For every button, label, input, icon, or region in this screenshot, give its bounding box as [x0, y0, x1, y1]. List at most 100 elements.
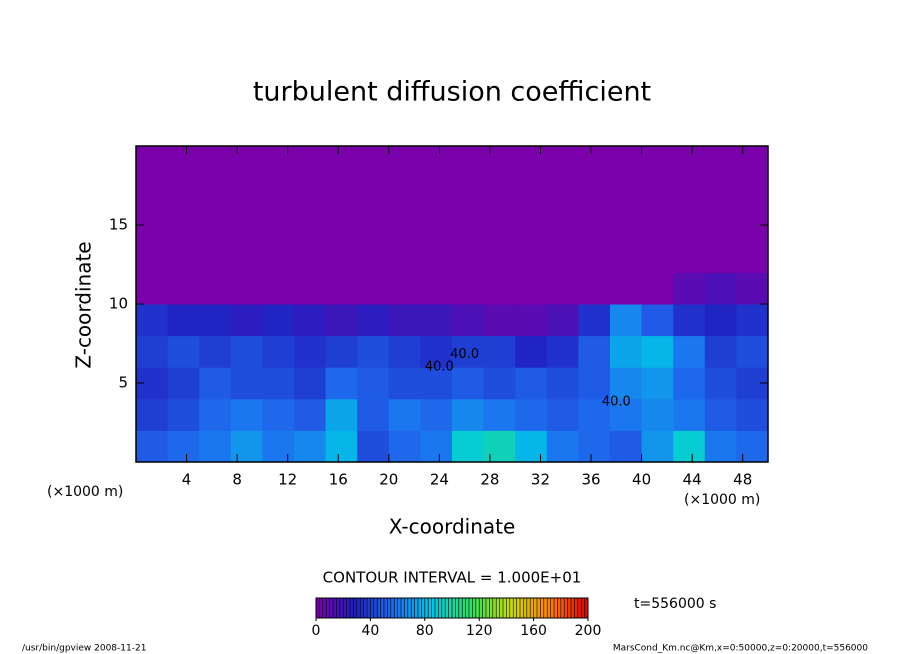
heat-cell: [167, 272, 200, 305]
colorbar-swatch: [537, 598, 541, 618]
heat-cell: [388, 335, 421, 368]
heat-cell: [704, 240, 737, 273]
colorbar-swatch: [356, 598, 361, 618]
colorbar-swatch: [479, 598, 483, 618]
y-tick-label: 10: [109, 295, 128, 313]
heat-cell: [452, 146, 485, 179]
heat-cell: [704, 177, 737, 210]
colorbar-tick-label: 40: [361, 623, 379, 639]
heat-cell: [357, 398, 390, 431]
heat-cell: [673, 240, 706, 273]
heat-cell: [167, 335, 200, 368]
heat-cell: [546, 146, 579, 179]
heat-cell: [167, 430, 200, 463]
heat-cell: [294, 430, 327, 463]
colorbar-swatch: [445, 598, 449, 618]
x-tick-label: 28: [480, 471, 499, 489]
heat-cell: [199, 304, 232, 337]
heat-cell: [546, 240, 579, 273]
heat-cell: [673, 177, 706, 210]
heat-cell: [262, 430, 295, 463]
x-tick-label: 36: [581, 471, 600, 489]
x-unit-label: (×1000 m): [47, 484, 123, 500]
colorbar-swatch: [557, 598, 562, 618]
heat-cell: [641, 430, 674, 463]
heat-cell: [420, 367, 453, 400]
heat-cell: [546, 335, 579, 368]
heat-cell: [673, 146, 706, 179]
heat-cell: [262, 146, 295, 179]
colorbar-swatch: [377, 598, 381, 618]
heat-cell: [388, 177, 421, 210]
heat-cell: [452, 335, 485, 368]
colorbar-swatch: [584, 598, 589, 618]
heat-cell: [325, 177, 358, 210]
contour-label: 40.0: [425, 360, 454, 375]
colorbar-swatch: [387, 598, 392, 618]
heat-cell: [199, 398, 232, 431]
heat-cell: [704, 272, 737, 305]
heat-cell: [578, 430, 611, 463]
colorbar-swatch: [343, 598, 347, 618]
heat-cell: [325, 367, 358, 400]
colorbar-swatch: [577, 598, 582, 618]
x-tick-label: 16: [329, 471, 348, 489]
heat-cell: [136, 146, 169, 179]
heat-cell: [230, 398, 263, 431]
heat-cell: [483, 146, 516, 179]
colorbar-swatch: [370, 598, 375, 618]
heat-cell: [673, 367, 706, 400]
colorbar-swatch: [520, 598, 524, 618]
heat-cell: [546, 209, 579, 242]
heat-cell: [673, 209, 706, 242]
colorbar-swatch: [339, 598, 344, 618]
heat-cell: [420, 177, 453, 210]
colorbar-swatch: [401, 598, 405, 618]
heat-cell: [199, 209, 232, 242]
colorbar-swatch: [418, 598, 422, 618]
heat-cell: [483, 367, 516, 400]
heat-cell: [199, 177, 232, 210]
colorbar-swatch: [475, 598, 480, 618]
heat-cell: [199, 335, 232, 368]
colorbar-swatch: [326, 598, 330, 618]
heat-cell: [641, 335, 674, 368]
colorbar-tick-label: 200: [575, 623, 602, 639]
colorbar-swatch: [482, 598, 487, 618]
colorbar-swatch: [492, 598, 497, 618]
heat-cell: [262, 335, 295, 368]
heat-cell: [420, 398, 453, 431]
heat-cell: [262, 272, 295, 305]
heat-cell: [452, 430, 485, 463]
heat-cell: [199, 146, 232, 179]
colorbar-swatch: [428, 598, 432, 618]
heat-cell: [546, 177, 579, 210]
colorbar-swatch: [367, 598, 371, 618]
heat-cell: [136, 272, 169, 305]
colorbar-swatch: [404, 598, 409, 618]
heat-cell: [483, 430, 516, 463]
colorbar-swatch: [411, 598, 415, 618]
colorbar-swatch: [441, 598, 446, 618]
x-tick-label: 4: [182, 471, 192, 489]
x-tick-label: 20: [379, 471, 398, 489]
heat-cell: [262, 209, 295, 242]
colorbar-swatch: [350, 598, 354, 618]
heat-cell: [515, 240, 548, 273]
heat-cell: [578, 209, 611, 242]
colorbar-swatch: [523, 598, 528, 618]
heat-cell: [673, 430, 706, 463]
heat-cell: [610, 304, 643, 337]
colorbar-swatch: [458, 598, 463, 618]
heat-cell: [483, 209, 516, 242]
heat-cell: [736, 272, 769, 305]
colorbar-swatch: [363, 598, 368, 618]
contour-label: 40.0: [450, 347, 479, 362]
heat-cell: [736, 335, 769, 368]
colorbar-swatch: [414, 598, 419, 618]
heat-cell: [578, 240, 611, 273]
heat-cell: [325, 430, 358, 463]
colorbar-swatch: [472, 598, 477, 618]
heat-cell: [736, 304, 769, 337]
heat-cell: [452, 177, 485, 210]
